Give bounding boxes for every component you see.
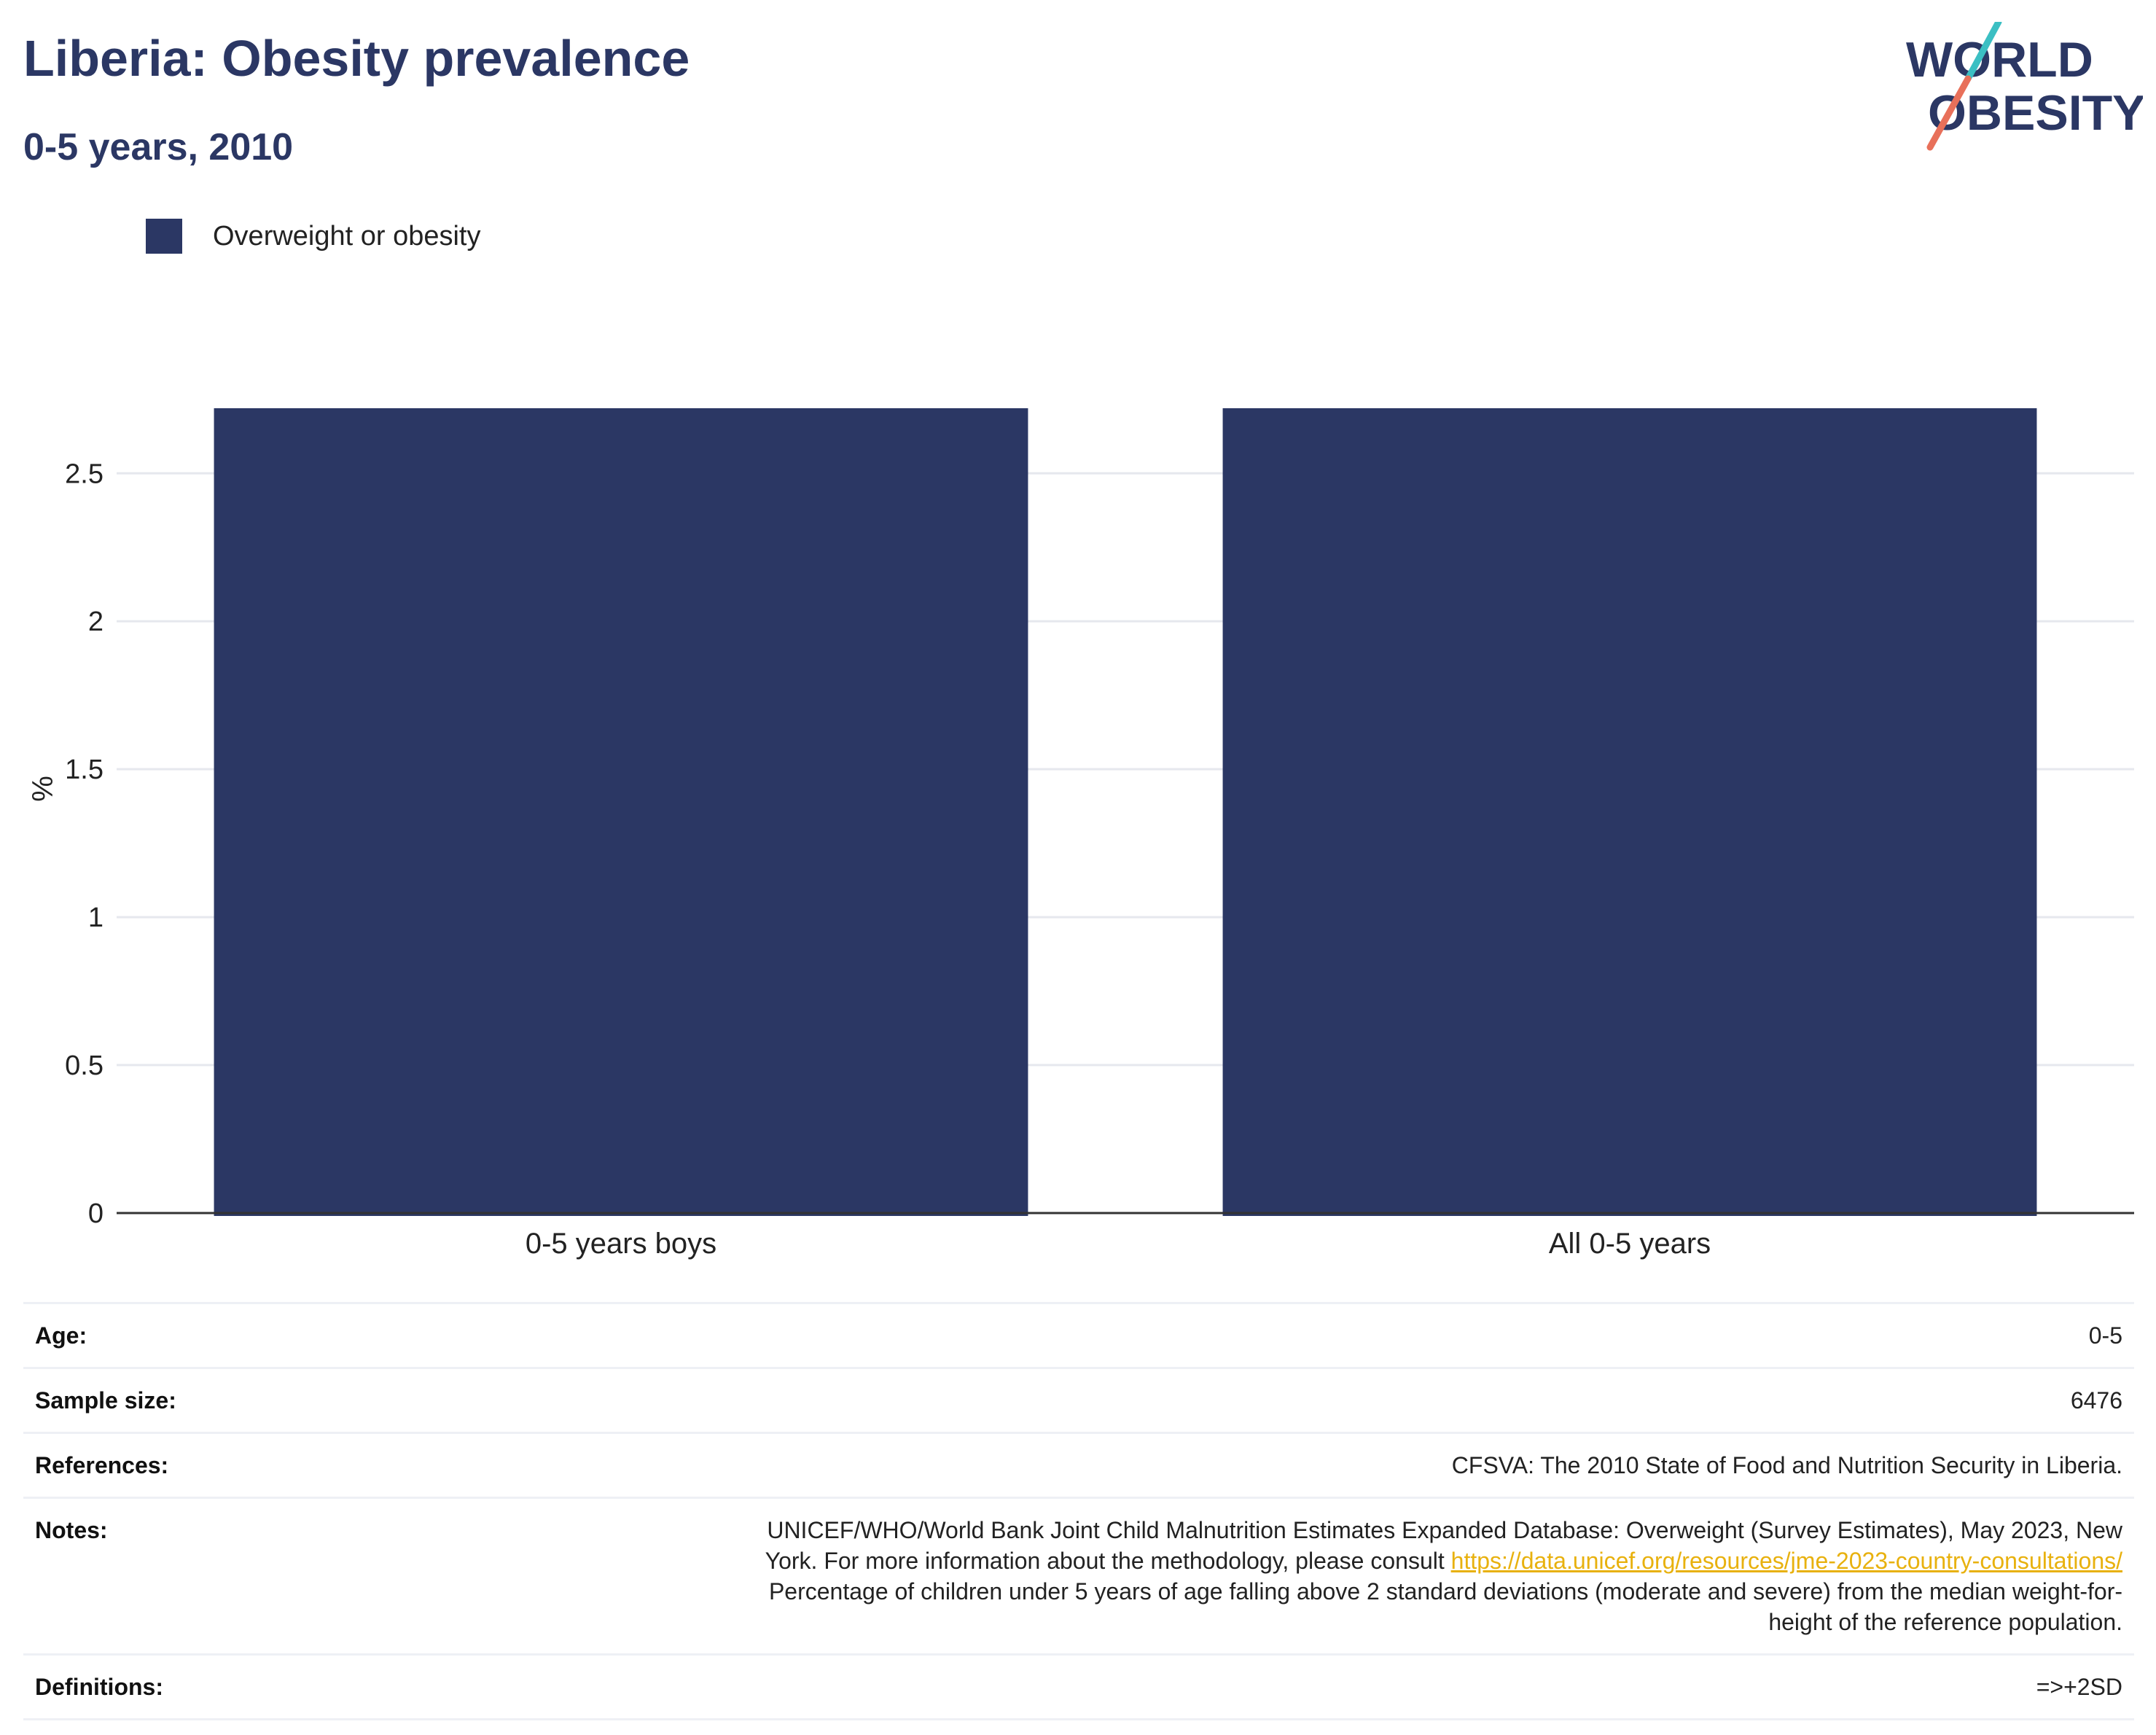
notes-line-1: UNICEF/WHO/World Bank Joint Child Malnut… bbox=[767, 1517, 2122, 1543]
legend-label-overweight: Overweight or obesity bbox=[213, 220, 481, 252]
info-value-definitions: =>+2SD bbox=[2036, 1674, 2122, 1700]
logo-text-line1: WORLD bbox=[1906, 32, 2093, 87]
bar-chart: 0 0.5 1 1.5 2 2.5 0-5 years boys All 0-5 years… bbox=[27, 408, 2134, 1260]
logo-slash-top bbox=[1964, 22, 2002, 82]
notes-line-3: Percentage of children under 5 years of … bbox=[768, 1578, 2122, 1605]
x-category-labels: 0-5 years boys All 0-5 years bbox=[526, 1228, 1711, 1260]
info-key-age: Age: bbox=[35, 1322, 87, 1349]
page-title: Liberia: Obesity prevalence bbox=[23, 30, 690, 87]
bars bbox=[214, 408, 2037, 1216]
y-tick-label: 0.5 bbox=[65, 1050, 103, 1081]
chart-legend: Overweight or obesity bbox=[146, 219, 481, 254]
y-tick-label: 2.5 bbox=[65, 459, 103, 489]
info-value-sample-size: 6476 bbox=[2070, 1387, 2122, 1414]
y-tick-label: 2 bbox=[88, 607, 103, 637]
y-axis-title: % bbox=[27, 776, 59, 802]
info-table: Age: 0-5 Sample size: 6476 References: C… bbox=[23, 1302, 2134, 1720]
world-obesity-logo: WORLD OBESITY bbox=[1906, 22, 2143, 151]
info-key-sample-size: Sample size: bbox=[35, 1387, 176, 1414]
notes-line-4: height of the reference population. bbox=[1768, 1609, 2122, 1635]
info-row-notes: Notes: UNICEF/WHO/World Bank Joint Child… bbox=[23, 1497, 2134, 1655]
x-category-label: 0-5 years boys bbox=[526, 1228, 716, 1260]
bar-1 bbox=[1222, 408, 2037, 1216]
info-value-references: CFSVA: The 2010 State of Food and Nutrit… bbox=[1451, 1452, 2122, 1478]
notes-methodology-link[interactable]: https://data.unicef.org/resources/jme-20… bbox=[1450, 1548, 2122, 1574]
info-key-definitions: Definitions: bbox=[35, 1674, 163, 1700]
x-category-label: All 0-5 years bbox=[1549, 1228, 1711, 1260]
info-value-notes: UNICEF/WHO/World Bank Joint Child Malnut… bbox=[411, 1498, 2134, 1655]
legend-swatch-overweight bbox=[146, 219, 182, 254]
notes-line-2: York. For more information about the met… bbox=[423, 1545, 2122, 1576]
notes-line-2-text: York. For more information about the met… bbox=[765, 1548, 1451, 1574]
y-tick-label: 1 bbox=[88, 902, 103, 933]
y-tick-labels: 0 0.5 1 1.5 2 2.5 bbox=[65, 459, 103, 1229]
bar-0 bbox=[214, 408, 1028, 1216]
info-key-notes: Notes: bbox=[35, 1517, 108, 1543]
info-row-definitions: Definitions: =>+2SD bbox=[23, 1654, 2134, 1720]
info-value-age: 0-5 bbox=[2088, 1322, 2122, 1349]
logo-slash-bottom bbox=[1926, 75, 1972, 151]
y-tick-label: 0 bbox=[88, 1198, 103, 1229]
logo-text-line2: OBESITY bbox=[1928, 85, 2143, 141]
y-tick-label: 1.5 bbox=[65, 755, 103, 785]
info-row-references: References: CFSVA: The 2010 State of Foo… bbox=[23, 1432, 2134, 1498]
info-row-sample-size: Sample size: 6476 bbox=[23, 1368, 2134, 1433]
page-subtitle: 0-5 years, 2010 bbox=[23, 126, 294, 168]
info-row-age: Age: 0-5 bbox=[23, 1303, 2134, 1368]
info-key-references: References: bbox=[35, 1452, 169, 1478]
